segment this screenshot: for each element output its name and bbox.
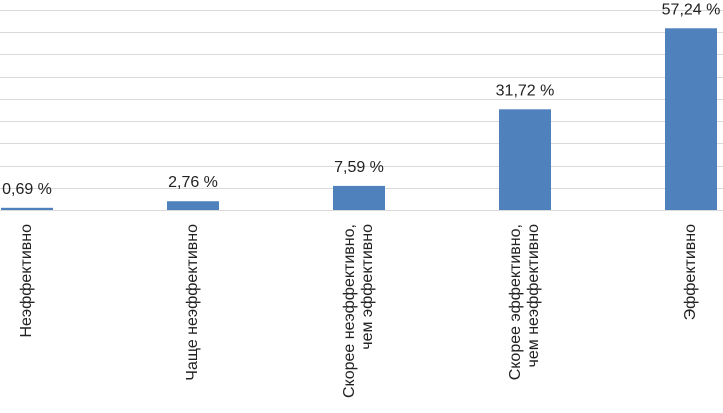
x-tick-label: Неэффективно xyxy=(18,224,35,338)
x-tick-label: Чаще неэффективно xyxy=(184,224,201,381)
value-label: 2,76 % xyxy=(168,174,218,191)
value-label: 7,59 % xyxy=(334,159,384,176)
x-tick-label: Скорее неэффективно,чем эффективно xyxy=(341,224,376,398)
value-label: 0,69 % xyxy=(2,181,52,198)
value-label: 31,72 % xyxy=(496,82,555,99)
bar xyxy=(1,207,53,210)
bar xyxy=(167,201,219,210)
x-tick-label: Эффективно xyxy=(682,224,699,321)
value-label: 57,24 % xyxy=(662,1,721,18)
bar xyxy=(665,28,717,210)
bar xyxy=(499,109,551,210)
x-tick-label: Скорее эффективно,чем неэффективно xyxy=(507,224,542,380)
bar xyxy=(333,185,385,210)
